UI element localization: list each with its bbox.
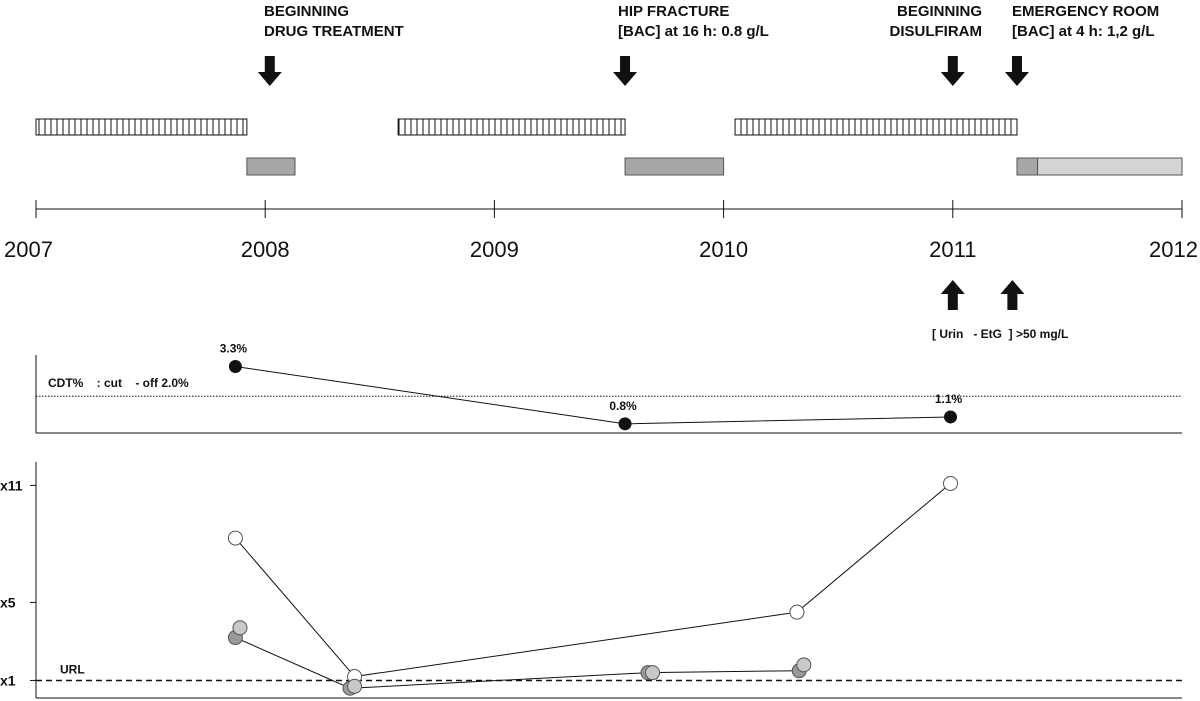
treatment-bar-4 <box>1037 157 1183 176</box>
enzyme-series-3-point <box>645 665 661 681</box>
time-axis: 2007 2008 2009 2010 2011 2012 <box>4 200 1198 262</box>
cdt-series: 3.3% 0.8% 1.1% <box>220 341 963 431</box>
drinking-bar-2 <box>397 118 626 136</box>
event-arrow-3 <box>940 56 965 86</box>
enzyme-series-3-point <box>347 678 363 694</box>
time-axis-tick-label: 2009 <box>470 237 519 262</box>
etg-label: [ Urin - EtG ] >50 mg/L <box>932 327 1068 341</box>
enzyme-y-tick-label: x5 <box>0 594 16 610</box>
drinking-bar-3 <box>734 118 1018 136</box>
event-3-line1: BEGINNING <box>897 3 982 20</box>
enzyme-y-tick-label: x11 <box>0 477 23 493</box>
event-arrow-1 <box>257 56 282 86</box>
cdt-point <box>944 410 958 424</box>
drinking-period-bars <box>35 118 1018 136</box>
event-4-line2: [BAC] at 4 h: 1,2 g/L <box>1012 23 1155 40</box>
time-axis-tick-label: 2011 <box>929 237 976 262</box>
event-1-line1: BEGINNING <box>264 3 349 20</box>
enzyme-series-3-point <box>796 657 812 673</box>
etg-arrow-2 <box>1000 280 1025 310</box>
etg-arrows <box>940 280 1025 310</box>
treatment-period-bars <box>246 157 1183 176</box>
time-axis-tick-label: 2008 <box>241 237 290 262</box>
cdt-panel: CDT% : cut - off 2.0% 3.3% 0.8% 1.1% <box>35 341 1182 434</box>
event-1-line2: DRUG TREATMENT <box>264 23 404 40</box>
treatment-bar-2 <box>624 157 725 176</box>
time-axis-tick-label: 2010 <box>699 237 748 262</box>
enzyme-series-1-point <box>227 530 243 546</box>
treatment-bar-3 <box>1016 157 1039 176</box>
cdt-cutoff-label: CDT% : cut - off 2.0% <box>48 376 189 390</box>
enzyme-y-ticks: x11 x5 x1 <box>0 477 36 688</box>
enzyme-series-1-point <box>943 475 959 491</box>
event-2-line1: HIP FRACTURE <box>618 3 729 20</box>
url-label: URL <box>60 662 85 676</box>
cdt-point <box>228 359 242 373</box>
enzyme-series-3-point <box>232 620 248 636</box>
event-arrow-2 <box>613 56 638 86</box>
time-axis-tick-label: 2012 <box>1149 237 1198 262</box>
enzyme-series-2-line <box>235 637 800 689</box>
event-2-line2: [BAC] at 16 h: 0.8 g/L <box>618 23 769 40</box>
cdt-line <box>235 365 951 425</box>
cdt-data-label: 0.8% <box>609 399 637 413</box>
drinking-bar-1 <box>35 118 248 136</box>
event-labels: BEGINNING DRUG TREATMENT HIP FRACTURE [B… <box>264 3 1159 40</box>
cdt-data-label: 1.1% <box>935 392 963 406</box>
event-arrows <box>257 56 1029 86</box>
enzyme-panel: x11 x5 x1 URL <box>0 462 1182 699</box>
enzyme-series-1-line <box>235 483 951 678</box>
event-4-line1: EMERGENCY ROOM <box>1012 3 1159 20</box>
etg-arrow-1 <box>940 280 965 310</box>
event-3-line2: DISULFIRAM <box>890 23 983 40</box>
event-arrow-4 <box>1004 56 1029 86</box>
enzyme-series <box>227 475 959 696</box>
cdt-data-label: 3.3% <box>220 341 248 355</box>
enzyme-y-tick-label: x1 <box>0 672 16 688</box>
time-axis-tick-label: 2007 <box>4 237 53 262</box>
enzyme-series-1-point <box>789 604 805 620</box>
treatment-bar-1 <box>246 157 296 176</box>
cdt-point <box>618 417 632 431</box>
